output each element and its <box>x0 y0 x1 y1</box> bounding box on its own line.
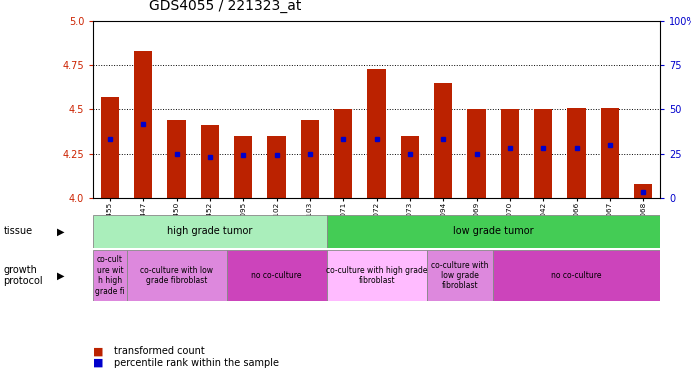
Text: growth
protocol: growth protocol <box>3 265 43 286</box>
Bar <box>93 250 126 301</box>
Bar <box>600 108 619 198</box>
Bar <box>267 136 286 198</box>
Bar <box>434 83 453 198</box>
Text: no co-culture: no co-culture <box>551 271 602 280</box>
Text: percentile rank within the sample: percentile rank within the sample <box>114 358 279 368</box>
Bar <box>426 250 493 301</box>
Bar <box>401 136 419 198</box>
Text: GDS4055 / 221323_at: GDS4055 / 221323_at <box>149 0 301 13</box>
Bar <box>167 120 186 198</box>
Bar <box>101 97 119 198</box>
Text: ▶: ▶ <box>57 226 64 237</box>
Bar <box>227 250 327 301</box>
Bar <box>467 109 486 198</box>
Text: co-culture with
low grade
fibroblast: co-culture with low grade fibroblast <box>431 261 489 290</box>
Text: ■: ■ <box>93 346 104 356</box>
Bar <box>327 250 426 301</box>
Bar <box>301 120 319 198</box>
Bar <box>134 51 153 198</box>
Bar <box>368 69 386 198</box>
Bar <box>334 109 352 198</box>
Bar <box>201 125 219 198</box>
Text: co-culture with low
grade fibroblast: co-culture with low grade fibroblast <box>140 266 213 285</box>
Text: low grade tumor: low grade tumor <box>453 226 533 237</box>
Text: transformed count: transformed count <box>114 346 205 356</box>
Bar <box>93 215 327 248</box>
Bar <box>234 136 252 198</box>
Text: no co-culture: no co-culture <box>252 271 302 280</box>
Text: ■: ■ <box>93 358 104 368</box>
Text: tissue: tissue <box>3 226 32 237</box>
Bar <box>493 250 660 301</box>
Bar <box>634 184 652 198</box>
Bar <box>327 215 660 248</box>
Text: high grade tumor: high grade tumor <box>167 226 253 237</box>
Bar <box>501 109 519 198</box>
Text: co-cult
ure wit
h high
grade fi: co-cult ure wit h high grade fi <box>95 255 125 296</box>
Bar <box>567 108 586 198</box>
Bar <box>126 250 227 301</box>
Bar <box>534 109 552 198</box>
Text: ▶: ▶ <box>57 270 64 281</box>
Text: co-culture with high grade
fibroblast: co-culture with high grade fibroblast <box>326 266 427 285</box>
